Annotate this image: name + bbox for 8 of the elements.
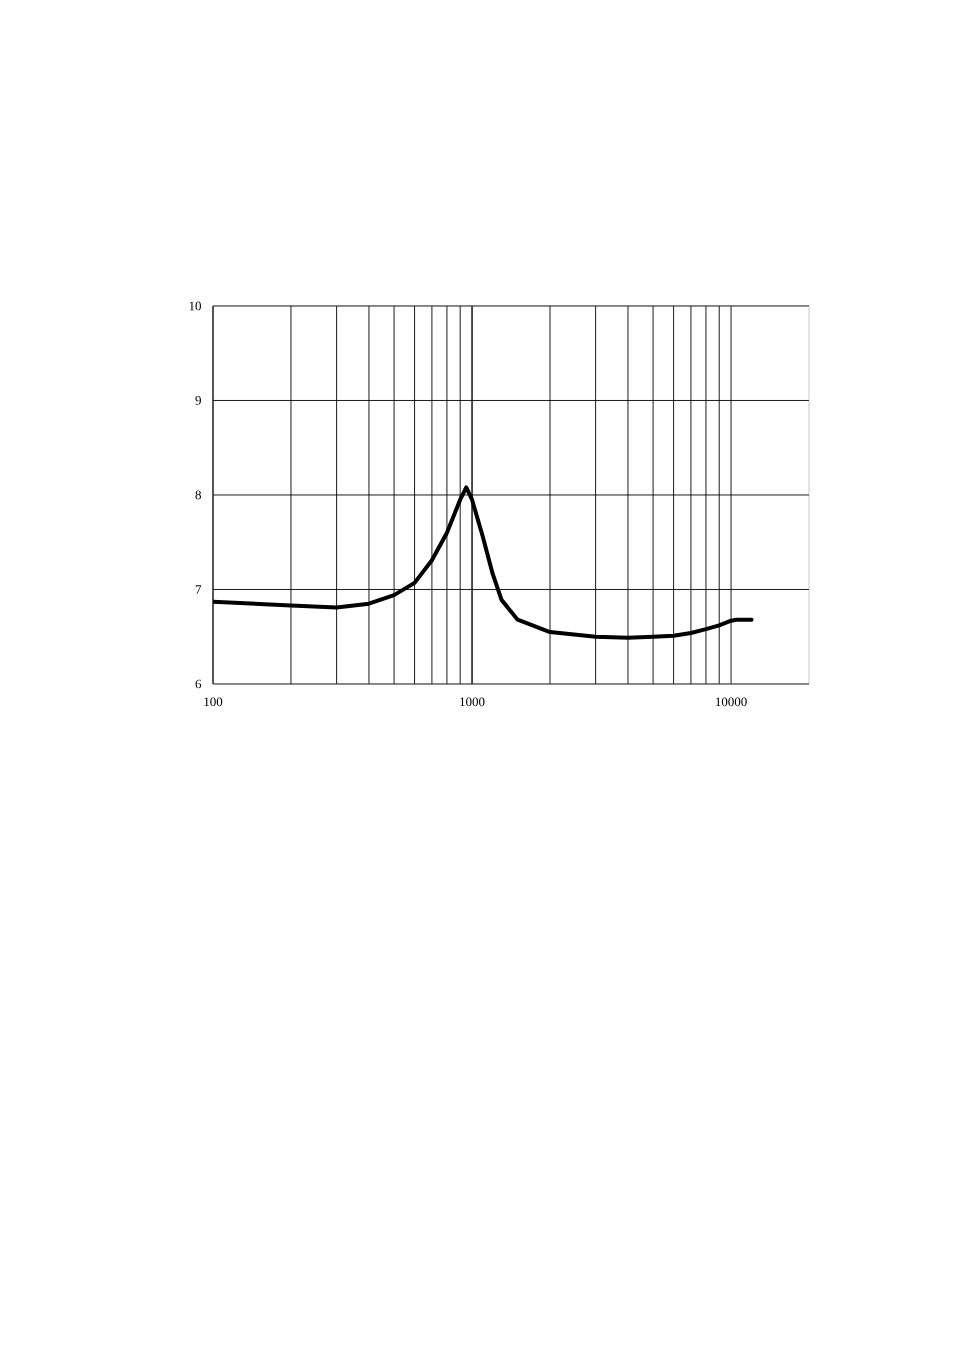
y-tick-label: 6 <box>195 679 202 689</box>
y-tick-label: 9 <box>195 396 201 405</box>
x-tick-label: 1000 <box>460 697 485 707</box>
y-tick-label: 7 <box>195 585 202 594</box>
x-tick-label: 100 <box>204 697 223 707</box>
y-tick-label: 8 <box>195 490 201 500</box>
y-tick-label: 10 <box>189 301 201 311</box>
x-tick-label: 10000 <box>716 697 747 707</box>
